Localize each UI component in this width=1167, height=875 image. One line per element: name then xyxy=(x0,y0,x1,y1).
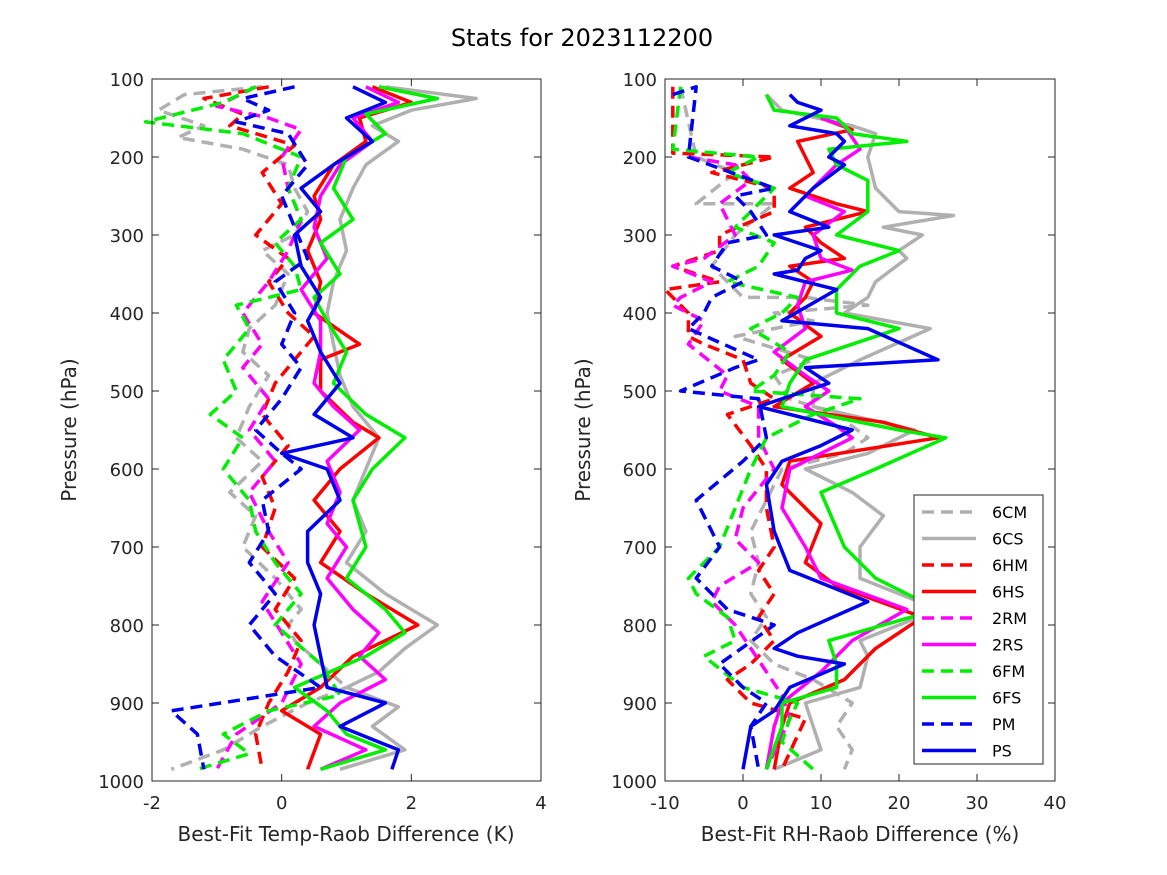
temp-series-6fm xyxy=(143,85,342,771)
temp-x-axis-label: Best-Fit Temp-Raob Difference (K) xyxy=(177,822,514,846)
legend-label-6fm: 6FM xyxy=(992,662,1025,681)
rh-ticks: -10 0 10 20 30 40 100 200 300 400 500 600 700 800 900 1… xyxy=(611,70,1066,814)
rh-y-tick-label: 600 xyxy=(623,460,657,481)
temp-y-axis-label: Pressure (hPa) xyxy=(57,358,81,501)
rh-x-tick-label: -10 xyxy=(650,793,679,814)
temp-y-tick-label: 500 xyxy=(110,382,144,403)
legend-label-6cm: 6CM xyxy=(992,503,1027,522)
figure-title: Stats for 2023112200 xyxy=(451,24,713,52)
rh-x-axis-label: Best-Fit RH-Raob Difference (%) xyxy=(701,822,1020,846)
rh-series-6hm xyxy=(663,86,808,771)
legend-label-6hs: 6HS xyxy=(992,583,1024,602)
temp-series-6hm xyxy=(202,85,316,770)
rh-y-tick-label: 900 xyxy=(623,694,657,715)
temp-y-tick-label: 700 xyxy=(110,538,144,559)
temp-y-tick-label: 600 xyxy=(110,460,144,481)
temp-x-tick-label: 2 xyxy=(406,793,417,814)
rh-y-tick-label: 100 xyxy=(623,70,657,91)
temp-panel: -2 0 2 4 100 200 300 400 500 600 700 800 900 1000 Bes… xyxy=(57,70,547,846)
temp-y-tick-label: 1000 xyxy=(98,772,144,793)
rh-x-tick-label: 0 xyxy=(737,793,748,814)
rh-y-tick-label: 1000 xyxy=(611,772,657,793)
temp-y-tick-label: 400 xyxy=(110,304,144,325)
legend-label-6hm: 6HM xyxy=(992,556,1028,575)
rh-y-axis-label: Pressure (hPa) xyxy=(571,358,595,501)
legend-label-2rs: 2RS xyxy=(992,636,1023,655)
rh-series-6fs xyxy=(764,93,948,770)
temp-ticks: -2 0 2 4 100 200 300 400 500 600 700 800 900 1000 xyxy=(98,70,547,814)
legend-label-6fs: 6FS xyxy=(992,689,1021,708)
rh-y-tick-label: 300 xyxy=(623,226,657,247)
rh-series-6cs xyxy=(765,93,956,771)
rh-series-lines xyxy=(663,85,956,771)
temp-y-tick-label: 900 xyxy=(110,694,144,715)
temp-series-pm xyxy=(169,85,323,770)
rh-x-tick-label: 10 xyxy=(810,793,833,814)
temp-y-tick-label: 200 xyxy=(110,148,144,169)
rh-series-2rm xyxy=(671,155,792,771)
temp-y-tick-label: 300 xyxy=(110,226,144,247)
temp-series-2rs xyxy=(299,85,401,771)
legend-label-2rm: 2RM xyxy=(992,609,1027,628)
rh-x-tick-label: 20 xyxy=(888,793,911,814)
temp-x-tick-label: 4 xyxy=(535,793,546,814)
temp-series-6cs xyxy=(325,85,478,771)
rh-axes-box xyxy=(664,78,1056,782)
rh-x-tick-label: 30 xyxy=(966,793,989,814)
temp-y-tick-label: 100 xyxy=(110,70,144,91)
temp-axes-box xyxy=(151,78,542,782)
rh-series-ps xyxy=(741,93,940,770)
rh-panel: -10 0 10 20 30 40 100 200 300 400 500 600 700 800 900 1… xyxy=(571,70,1066,846)
legend: 6CM 6CS 6HM 6HS 2RM 2RS 6FM 6FS PM PS xyxy=(913,494,1044,765)
rh-series-6fm xyxy=(671,86,862,771)
temp-y-tick-label: 800 xyxy=(110,616,144,637)
legend-label-pm: PM xyxy=(992,715,1015,734)
temp-x-tick-label: 0 xyxy=(276,793,287,814)
rh-y-tick-label: 500 xyxy=(623,382,657,403)
legend-label-6cs: 6CS xyxy=(992,530,1024,549)
temp-series-ps xyxy=(279,85,401,770)
temp-series-6fs xyxy=(292,85,440,771)
rh-series-6cm xyxy=(678,86,870,770)
rh-series-6hs xyxy=(772,116,940,770)
temp-series-lines xyxy=(143,85,478,771)
rh-y-tick-label: 800 xyxy=(623,616,657,637)
rh-y-tick-label: 700 xyxy=(623,538,657,559)
rh-y-tick-label: 400 xyxy=(623,304,657,325)
temp-series-2rm xyxy=(215,85,303,771)
rh-y-tick-label: 200 xyxy=(623,148,657,169)
legend-label-ps: PS xyxy=(992,742,1012,761)
rh-x-tick-label: 40 xyxy=(1044,793,1067,814)
temp-x-tick-label: -2 xyxy=(143,793,161,814)
temp-series-6cm xyxy=(156,85,349,771)
